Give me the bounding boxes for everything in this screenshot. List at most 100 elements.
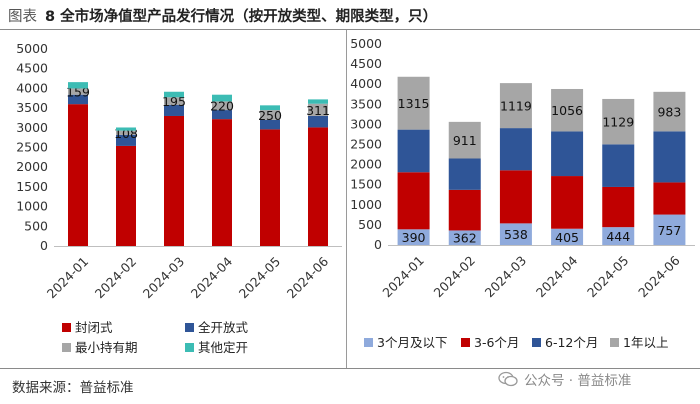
y-tick-label: 0	[40, 238, 48, 253]
legend-item: 最小持有期	[62, 340, 138, 355]
data-label: 405	[555, 230, 579, 245]
y-tick-label: 3000	[350, 116, 382, 131]
legend-item: 1年以上	[610, 335, 668, 350]
bar-segment	[116, 130, 136, 135]
bar-segment	[602, 227, 635, 245]
data-label: 1129	[602, 115, 634, 130]
x-tick-label: 2024-03	[482, 253, 530, 301]
y-tick-label: 4000	[16, 80, 48, 95]
panel-divider	[346, 30, 347, 368]
y-tick-label: 1000	[350, 197, 382, 212]
y-tick-label: 3000	[16, 120, 48, 135]
y-tick-label: 1000	[16, 199, 48, 214]
bottom-rule	[0, 368, 700, 369]
x-tick-label: 2024-05	[236, 254, 284, 302]
bar-segment	[551, 176, 584, 229]
bar-segment	[212, 119, 232, 246]
bar-segment	[308, 99, 328, 104]
chart-term-type: 0 500 1000 1500 2000 2500 3000 3500 4000 4500 5000…	[350, 36, 695, 350]
data-label: 538	[504, 227, 528, 242]
data-label: 983	[657, 105, 681, 120]
x-tick-label: 2024-06	[284, 254, 332, 302]
y-tick-label: 4500	[350, 56, 382, 71]
bar-segment	[499, 83, 532, 129]
legend-label: 3-6个月	[474, 335, 519, 350]
y-tick-label: 3500	[350, 96, 382, 111]
bar-segment	[260, 119, 280, 130]
legend-swatch	[461, 338, 470, 347]
data-label: 1315	[398, 96, 430, 111]
y-tick-label: 1500	[350, 177, 382, 192]
x-tick-label: 2024-05	[584, 253, 632, 301]
bar-segment	[397, 172, 430, 230]
legend-item: 6-12个月	[532, 335, 598, 350]
x-tick-label: 2024-03	[140, 254, 188, 302]
y-tick-label: 4500	[16, 61, 48, 76]
bar-segment	[653, 131, 686, 183]
legend-label: 6-12个月	[545, 335, 598, 350]
bar-segment	[308, 115, 328, 128]
y-tick-label: 500	[24, 218, 48, 233]
legend-label: 全开放式	[198, 320, 249, 335]
y-tick-label: 4000	[350, 76, 382, 91]
legend-swatch	[62, 343, 71, 352]
bar-segment	[68, 94, 88, 105]
bar-segment	[212, 101, 232, 111]
y-tick-label: 5000	[350, 36, 382, 51]
legend-swatch	[62, 323, 71, 332]
bar-segment	[116, 134, 136, 146]
y-tick-label: 5000	[16, 41, 48, 56]
legend-swatch	[364, 338, 373, 347]
bar-segment	[551, 131, 584, 177]
legend-label: 封闭式	[75, 320, 113, 335]
bar-segment	[164, 91, 184, 98]
bar-segment	[308, 127, 328, 246]
bar-segment	[116, 145, 136, 246]
x-tick-label: 2024-02	[92, 254, 140, 302]
x-tick-label: 2024-04	[188, 254, 236, 302]
x-tick-label: 2024-01	[379, 253, 427, 301]
bar-segment	[448, 230, 481, 245]
figure-label: 图表	[8, 8, 37, 25]
bar-segment	[212, 110, 232, 120]
top-rule	[0, 29, 700, 30]
legend-item: 3-6个月	[461, 335, 519, 350]
bar-segment	[68, 82, 88, 89]
bar-segment	[602, 144, 635, 187]
bar-segment	[260, 110, 280, 120]
legend-item: 封闭式	[62, 320, 113, 335]
bar-segment	[68, 104, 88, 246]
data-label: 1119	[500, 99, 532, 114]
data-label: 1056	[551, 103, 583, 118]
bar-segment	[448, 121, 481, 159]
legend-label: 3个月及以下	[377, 335, 447, 350]
data-label: 390	[402, 230, 426, 245]
y-tick-label: 3500	[16, 100, 48, 115]
legend-label: 其他定开	[198, 340, 248, 355]
bar-segment	[602, 98, 635, 145]
bar-segment	[499, 170, 532, 224]
bar-segment	[164, 115, 184, 246]
figure-title: 8 全市场净值型产品发行情况（按开放类型、期限类型，只）	[45, 8, 438, 25]
watermark: 公众号 · 普益标准	[498, 366, 631, 392]
legend-item: 全开放式	[185, 320, 249, 335]
legend-item: 3个月及以下	[364, 335, 447, 350]
chart-title-row: 图表 8 全市场净值型产品发行情况（按开放类型、期限类型，只）	[8, 3, 437, 27]
wechat-icon	[498, 371, 518, 387]
legend-swatch	[185, 323, 194, 332]
bar-segment	[551, 88, 584, 132]
bar-segment	[602, 186, 635, 228]
x-tick-label: 2024-01	[44, 254, 92, 302]
data-source: 数据来源：普益标准	[12, 380, 134, 396]
legend-item: 其他定开	[185, 340, 248, 355]
bar-segment	[499, 223, 532, 245]
x-tick-label: 2024-02	[431, 253, 479, 301]
bar-segment	[499, 128, 532, 171]
legend-swatch	[532, 338, 541, 347]
bar-segment	[308, 103, 328, 116]
data-label: 311	[306, 103, 330, 118]
bar-segment	[397, 76, 430, 130]
bar-segment	[397, 229, 430, 245]
x-tick-label: 2024-06	[635, 253, 683, 301]
bar-segment	[653, 182, 686, 215]
